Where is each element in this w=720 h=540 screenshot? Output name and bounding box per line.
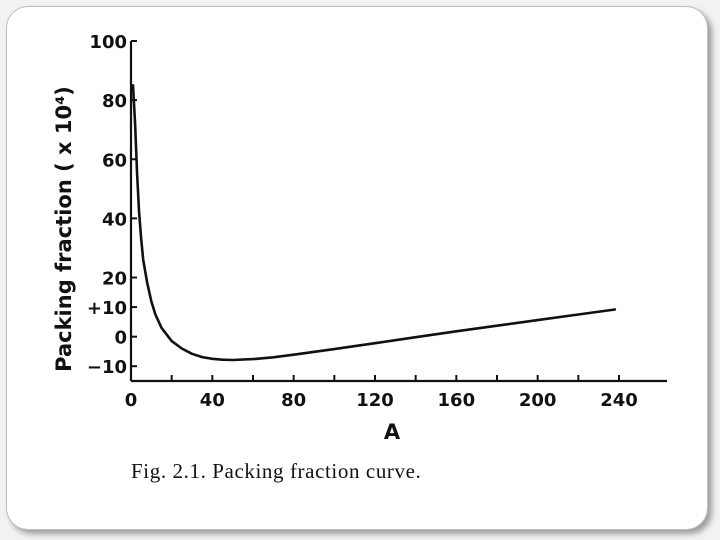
x-tick-label: 200: [519, 390, 557, 411]
y-tick-label: 20: [102, 269, 127, 290]
y-tick-label: 40: [102, 209, 127, 230]
x-axis-label: A: [384, 420, 401, 444]
x-tick-label: 160: [438, 390, 476, 411]
x-tick-label: 80: [281, 390, 306, 411]
x-tick-label: 40: [200, 390, 225, 411]
y-tick-label: 80: [102, 91, 127, 112]
series: [131, 84, 617, 362]
y-axis-label: Packing fraction ( x 10⁴): [52, 86, 76, 372]
x-tick-label: 0: [125, 390, 138, 411]
y-tick-label: 100: [89, 32, 127, 53]
y-tick-label: 60: [102, 150, 127, 171]
y-tick-label: 0: [114, 328, 127, 349]
x-tick-label: 120: [356, 390, 394, 411]
figure-caption: Fig. 2.1. Packing fraction curve.: [131, 459, 422, 483]
slide: 0 40 80 120 160 200 240 100 80 60 40 20 +10 0 −10 A Pa…: [6, 6, 708, 530]
y-tick-label: +10: [87, 298, 127, 319]
packing-fraction-chart: 0 40 80 120 160 200 240 100 80 60 40 20 +10 0 −10 A Pa…: [52, 32, 667, 444]
ticks: 0 40 80 120 160 200 240 100 80 60 40 20 +10 0 −10: [87, 32, 638, 411]
axes: [129, 41, 667, 383]
y-tick-label: −10: [87, 357, 127, 378]
series-line: [131, 84, 617, 362]
x-tick-label: 240: [600, 390, 638, 411]
